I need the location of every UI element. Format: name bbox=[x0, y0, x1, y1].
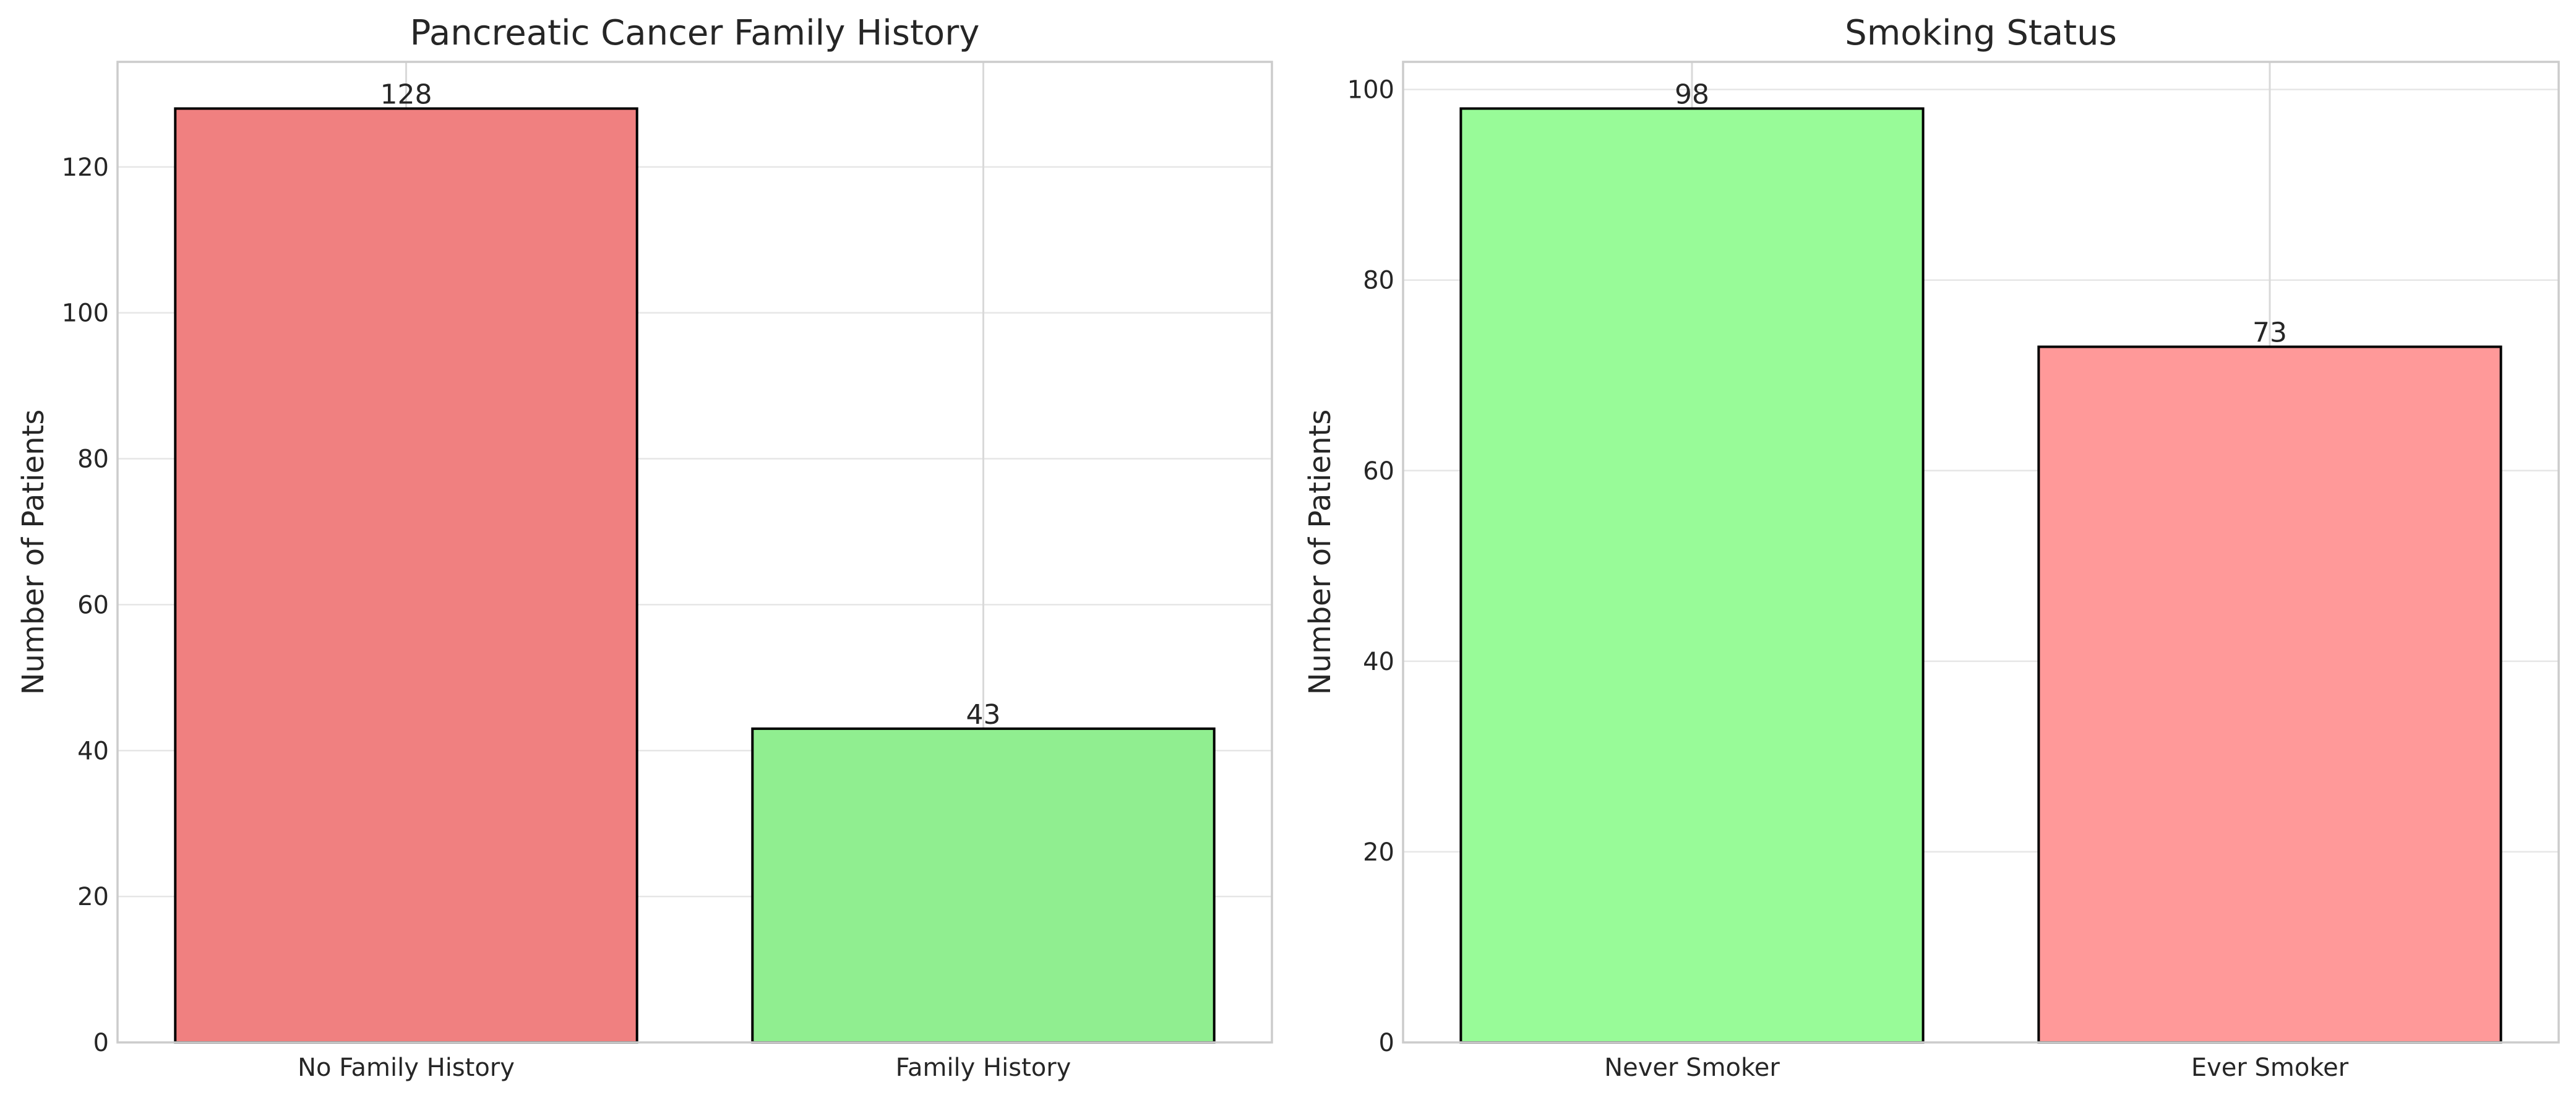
chart-panel-2: 98 73 0 20 40 60 80 100 Never Smoker Ever Smoker S… bbox=[1303, 13, 2560, 1082]
bar-never-smoker bbox=[1459, 107, 1925, 1044]
y-tick-label: 40 bbox=[77, 737, 109, 765]
y-tick-label: 0 bbox=[93, 1029, 109, 1057]
y-axis-label: Number of Patients bbox=[16, 410, 51, 695]
bar-ever-smoker bbox=[2037, 345, 2502, 1044]
bar-no-family-history bbox=[174, 107, 638, 1044]
x-tick-label: No Family History bbox=[298, 1054, 515, 1082]
y-tick-label: 100 bbox=[62, 299, 109, 328]
y-tick-label: 20 bbox=[1363, 838, 1394, 867]
x-tick-label: Family History bbox=[896, 1054, 1071, 1082]
y-axis-label: Number of Patients bbox=[1303, 410, 1337, 695]
plot-frame bbox=[116, 61, 1273, 1044]
chart-panel-1: 128 43 0 20 40 60 80 100 120 No Family History Fam… bbox=[16, 13, 1273, 1082]
data-label: 128 bbox=[380, 79, 432, 110]
plot-frame bbox=[1402, 61, 2560, 1044]
y-tick-label: 80 bbox=[1363, 267, 1394, 295]
y-tick-label: 100 bbox=[1347, 76, 1394, 105]
x-tick-label: Ever Smoker bbox=[2191, 1054, 2349, 1082]
data-label: 73 bbox=[2252, 317, 2287, 349]
chart-title: Smoking Status bbox=[1845, 13, 2117, 53]
y-tick-label: 80 bbox=[77, 445, 109, 474]
y-tick-label: 120 bbox=[62, 153, 109, 182]
x-tick-label: Never Smoker bbox=[1604, 1054, 1780, 1082]
y-tick-label: 60 bbox=[1363, 457, 1394, 486]
y-tick-label: 0 bbox=[1379, 1029, 1394, 1057]
y-tick-label: 20 bbox=[77, 883, 109, 911]
chart-title: Pancreatic Cancer Family History bbox=[410, 13, 980, 53]
y-tick-label: 60 bbox=[77, 591, 109, 619]
data-label: 43 bbox=[966, 699, 1001, 731]
data-label: 98 bbox=[1675, 79, 1709, 110]
y-tick-label: 40 bbox=[1363, 648, 1394, 676]
bar-family-history bbox=[751, 727, 1216, 1044]
